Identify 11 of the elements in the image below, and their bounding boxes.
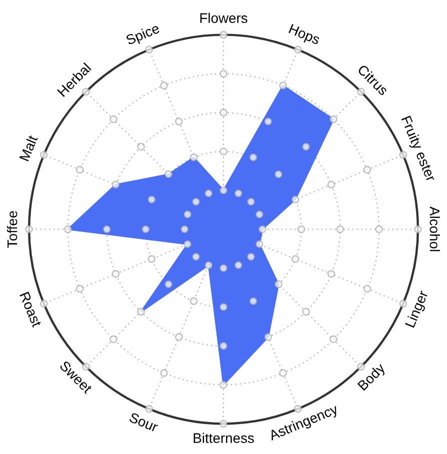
spoke-label: Fruity ester [398, 115, 437, 184]
spoke-label: Bitterness [194, 432, 254, 443]
spoke-label: Hops [287, 24, 321, 48]
spoke-label: Sour [128, 412, 159, 432]
spoke-label: Flowers [200, 12, 248, 23]
spoke-label: Toffee [7, 211, 18, 248]
spoke-label: Malt [18, 134, 38, 162]
spoke-label: Spice [125, 22, 162, 48]
spoke-label: Alcohol [430, 206, 440, 252]
spoke-label: Roast [20, 292, 42, 328]
spoke-label: Linger [404, 290, 431, 329]
